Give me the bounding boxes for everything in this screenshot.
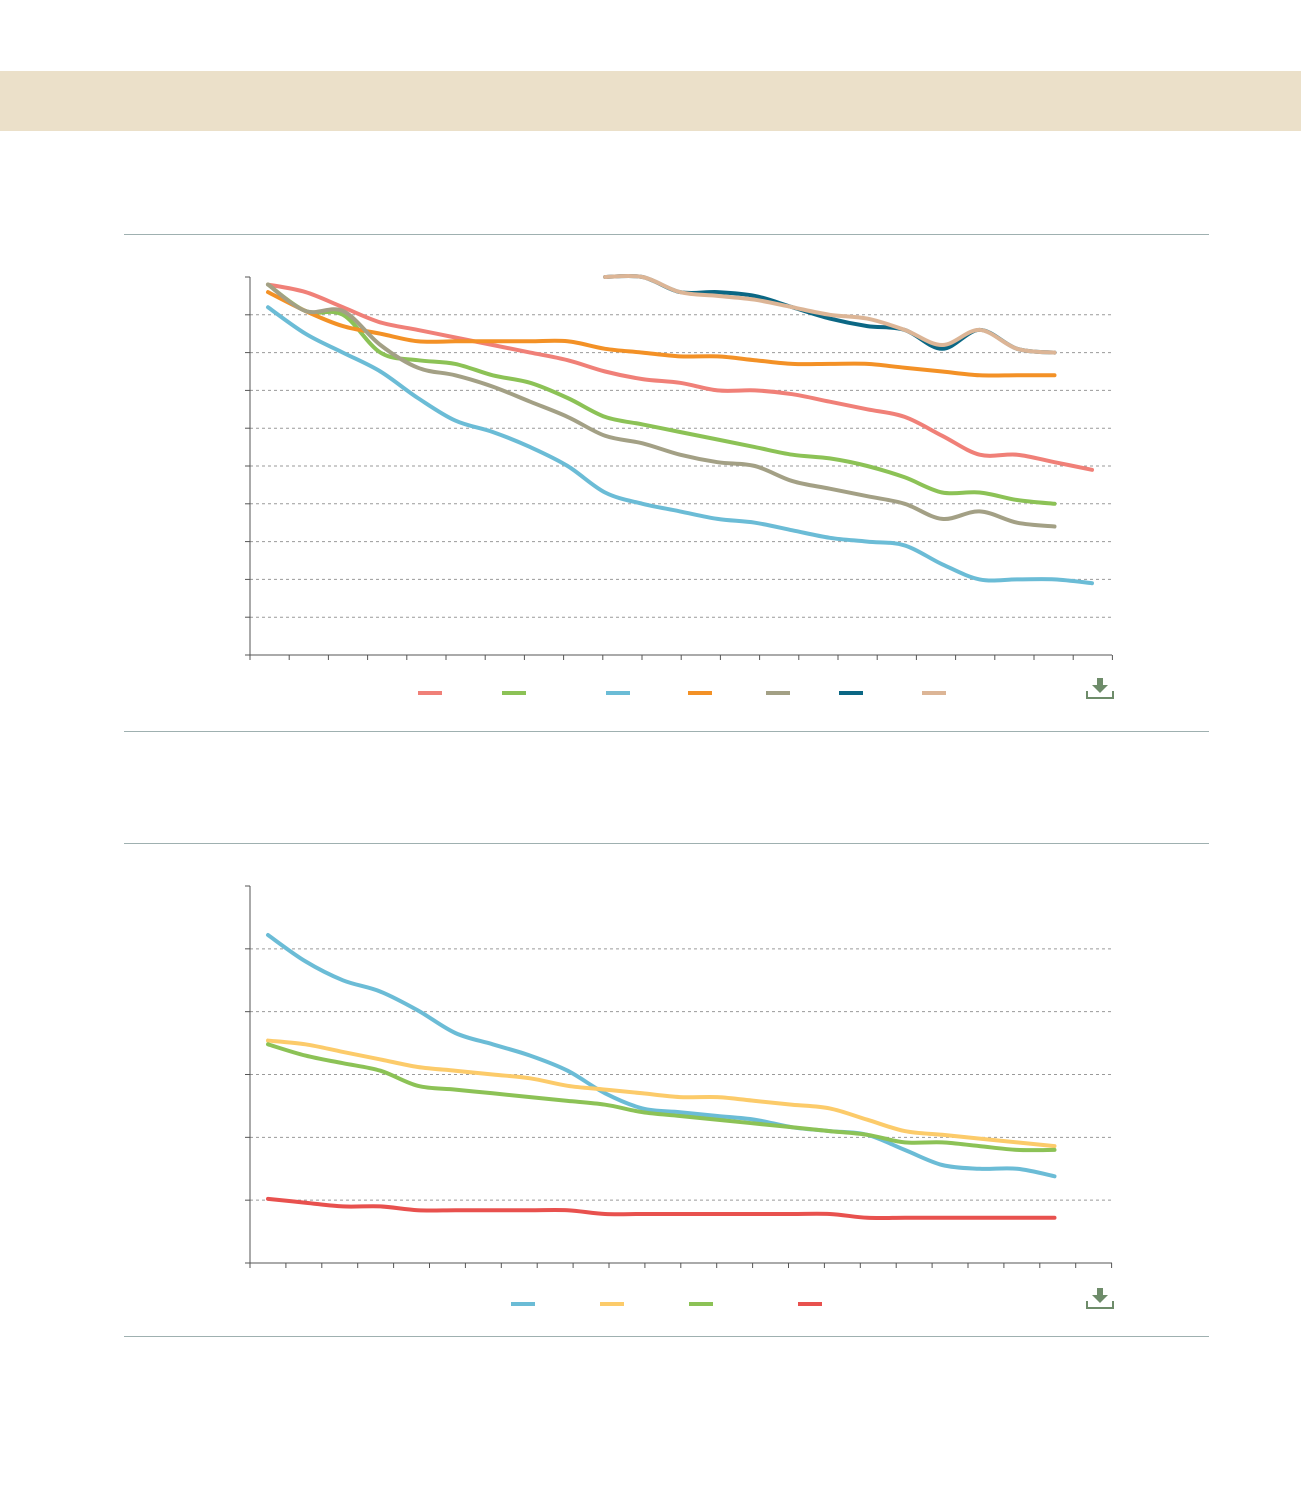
header-banner <box>0 71 1301 131</box>
download-icon[interactable] <box>1086 678 1114 699</box>
download-icon[interactable] <box>1086 1288 1114 1309</box>
chart1-bottom-rule <box>124 731 1209 732</box>
series-line-4 <box>266 1196 1057 1221</box>
series-line-2 <box>266 282 1057 506</box>
series-line-1 <box>266 933 1057 1179</box>
line-chart-2 <box>245 885 1114 1309</box>
series-line-7 <box>603 273 1057 355</box>
series-line-4 <box>266 290 1057 378</box>
chart2-bottom-rule <box>124 1336 1209 1337</box>
series-line-2 <box>266 1038 1057 1149</box>
series-line-3 <box>266 1042 1057 1153</box>
series-line-5 <box>266 282 1057 529</box>
chart1-top-rule <box>124 234 1209 235</box>
series-line-1 <box>266 282 1094 472</box>
chart2-top-rule <box>124 843 1209 844</box>
series-line-3 <box>266 305 1094 586</box>
line-chart-1 <box>245 273 1114 699</box>
